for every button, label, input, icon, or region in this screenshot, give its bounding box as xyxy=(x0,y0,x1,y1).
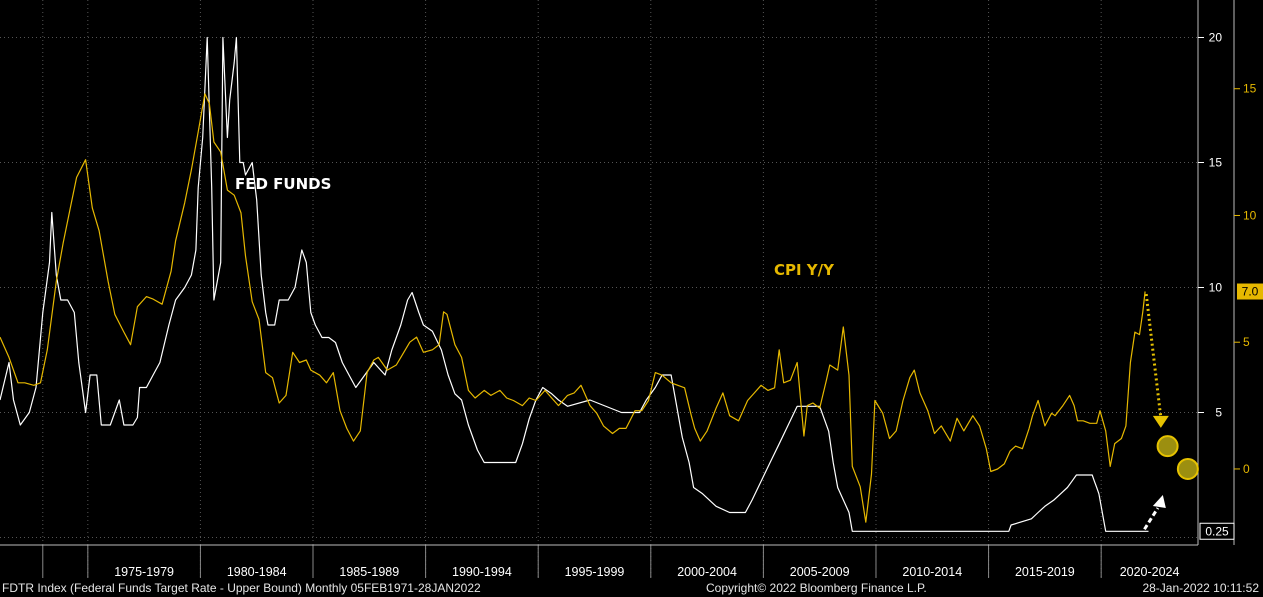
footer-copyright: Copyright© 2022 Bloomberg Finance L.P. xyxy=(706,581,927,595)
cpi-yy-line xyxy=(0,93,1146,523)
grid-lines xyxy=(0,0,1198,578)
fed-funds-line xyxy=(0,36,1149,532)
chart-area: 1975-1979 1980-1984 1985-1989 1990-1994 1995… xyxy=(0,0,1263,580)
fed-forecast-arrow xyxy=(1143,507,1160,531)
fed-funds-last-value-box xyxy=(1199,522,1235,540)
footer-security-description: FDTR Index (Federal Funds Target Rate - … xyxy=(2,581,481,595)
series-layer: 0.25 7.0 xyxy=(0,36,1263,540)
right-axis-tick-label: 10 xyxy=(1243,208,1257,222)
left-axis-tick-label: 15 xyxy=(1209,156,1223,170)
right-axis-tick-label: 0 xyxy=(1243,462,1250,476)
x-tick-label: 2005-2009 xyxy=(790,565,850,579)
x-tick-label: 1980-1984 xyxy=(227,565,287,579)
x-tick-label: 2020-2024 xyxy=(1120,565,1180,579)
x-tick-label: 1975-1979 xyxy=(114,565,174,579)
annotation-layer xyxy=(1143,293,1199,531)
x-tick-label: 2010-2014 xyxy=(902,565,962,579)
fed-forecast-arrowhead xyxy=(1152,495,1166,508)
cpi-forecast-point xyxy=(1176,457,1199,480)
right-axis-tick-label: 5 xyxy=(1243,335,1250,349)
footer-timestamp: 28-Jan-2022 10:11:52 xyxy=(1142,581,1259,595)
chart-background xyxy=(0,0,1263,580)
right-axis-ticks: 0 5 10 15 xyxy=(1234,82,1257,476)
left-axis-tick-label: 20 xyxy=(1209,31,1223,45)
x-tick-label: 1985-1989 xyxy=(339,565,399,579)
right-axis-tick-label: 15 xyxy=(1243,82,1257,96)
cpi-last-value: 7.0 xyxy=(1242,285,1259,299)
x-axis-labels: 1975-1979 1980-1984 1985-1989 1990-1994 1995… xyxy=(114,565,1179,579)
left-axis-ticks: 5 10 15 20 xyxy=(1198,31,1222,420)
cpi-forecast-arrow xyxy=(1144,293,1163,419)
left-axis-tick-label: 10 xyxy=(1209,281,1223,295)
cpi-last-value-box xyxy=(1237,283,1263,300)
cpi-forecast-arrowhead xyxy=(1152,415,1169,428)
cpi-yy-label: CPI Y/Y xyxy=(774,261,835,279)
left-axis-tick-label: 5 xyxy=(1215,406,1222,420)
x-tick-label: 2015-2019 xyxy=(1015,565,1075,579)
x-tick-label: 1995-1999 xyxy=(565,565,625,579)
x-tick-label: 1990-1994 xyxy=(452,565,512,579)
axes xyxy=(0,0,1235,578)
fed-funds-label: FED FUNDS xyxy=(235,175,331,193)
fed-funds-last-value: 0.25 xyxy=(1205,524,1229,538)
cpi-forecast-point xyxy=(1156,435,1179,458)
x-tick-label: 2000-2004 xyxy=(677,565,737,579)
footer-bar: FDTR Index (Federal Funds Target Rate - … xyxy=(0,580,1263,597)
